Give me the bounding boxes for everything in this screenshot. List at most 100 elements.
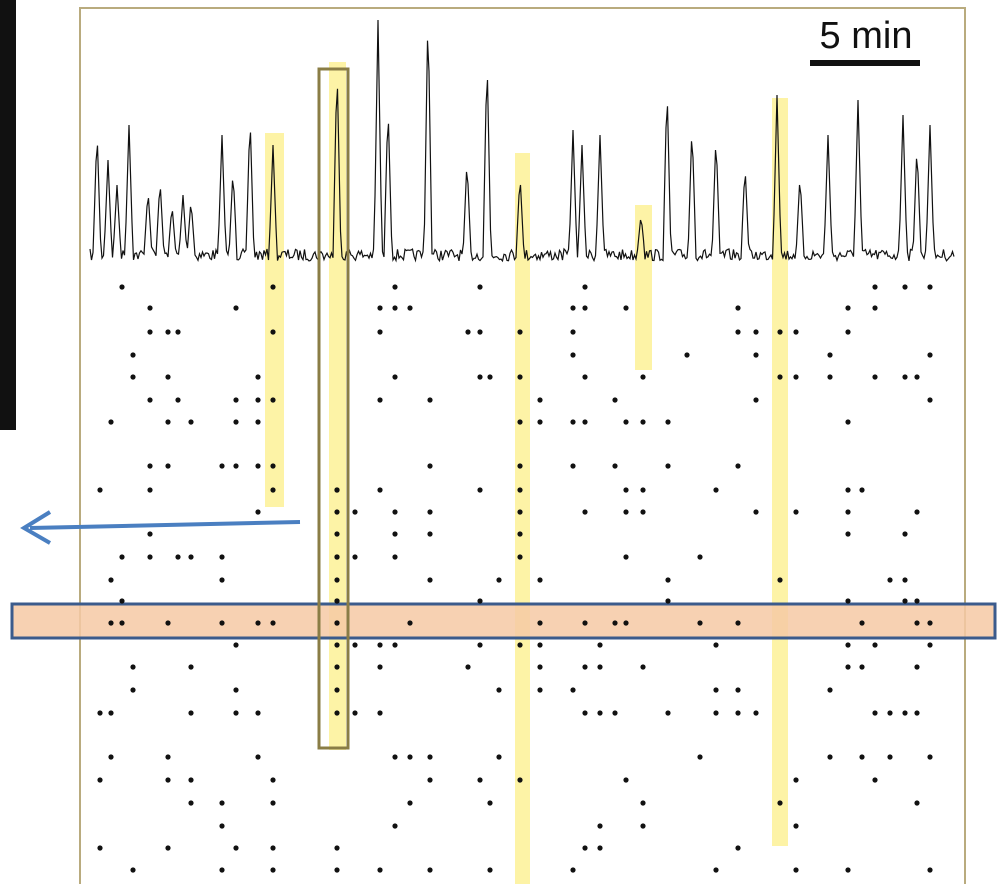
- event-dot: [582, 509, 587, 514]
- event-dot: [219, 620, 224, 625]
- event-dot: [793, 374, 798, 379]
- event-dot: [352, 554, 357, 559]
- event-dot: [270, 777, 275, 782]
- event-dot: [697, 620, 702, 625]
- event-dot: [352, 642, 357, 647]
- event-dot: [427, 577, 432, 582]
- event-dot: [582, 620, 587, 625]
- event-dot: [270, 845, 275, 850]
- event-dot: [612, 397, 617, 402]
- event-dot: [570, 687, 575, 692]
- event-dot: [147, 329, 152, 334]
- event-dot: [255, 463, 260, 468]
- event-dot: [927, 620, 932, 625]
- event-dot: [735, 687, 740, 692]
- event-dot: [697, 754, 702, 759]
- highlight-column: [515, 153, 530, 884]
- event-dot: [623, 554, 628, 559]
- event-dot: [392, 531, 397, 536]
- event-dot: [872, 710, 877, 715]
- event-dot: [927, 754, 932, 759]
- event-dot: [377, 710, 382, 715]
- event-dot: [777, 329, 782, 334]
- event-dot: [927, 867, 932, 872]
- event-dot: [735, 710, 740, 715]
- event-dot: [845, 509, 850, 514]
- event-dot: [582, 664, 587, 669]
- event-dot: [377, 397, 382, 402]
- event-dot: [477, 284, 482, 289]
- event-dot: [570, 867, 575, 872]
- event-dot: [793, 823, 798, 828]
- event-dot: [188, 710, 193, 715]
- event-dot: [845, 642, 850, 647]
- event-dot: [845, 487, 850, 492]
- event-dot: [517, 509, 522, 514]
- event-dot: [777, 577, 782, 582]
- highlight-column: [635, 205, 652, 370]
- event-dot: [352, 509, 357, 514]
- event-dot: [597, 845, 602, 850]
- event-dot: [119, 284, 124, 289]
- event-dot: [640, 823, 645, 828]
- event-dot: [119, 554, 124, 559]
- event-dot: [597, 823, 602, 828]
- event-dot: [165, 419, 170, 424]
- event-dot: [147, 487, 152, 492]
- event-dot: [902, 531, 907, 536]
- event-dot: [477, 374, 482, 379]
- event-dot: [487, 867, 492, 872]
- event-dot: [427, 397, 432, 402]
- event-dot: [537, 687, 542, 692]
- event-dot: [872, 305, 877, 310]
- event-dot: [753, 329, 758, 334]
- event-dot: [377, 305, 382, 310]
- event-dot: [255, 397, 260, 402]
- event-dot: [334, 867, 339, 872]
- event-dot: [407, 305, 412, 310]
- event-dot: [377, 329, 382, 334]
- event-dot: [407, 620, 412, 625]
- event-dot: [827, 374, 832, 379]
- event-dot: [713, 687, 718, 692]
- event-dot: [130, 374, 135, 379]
- event-dot: [270, 620, 275, 625]
- event-dot: [427, 867, 432, 872]
- event-dot: [623, 620, 628, 625]
- event-dot: [255, 419, 260, 424]
- event-dot: [477, 487, 482, 492]
- event-dot: [334, 598, 339, 603]
- event-dot: [270, 867, 275, 872]
- event-dot: [108, 577, 113, 582]
- event-dot: [640, 664, 645, 669]
- event-dot: [496, 754, 501, 759]
- event-dot: [640, 487, 645, 492]
- event-dot: [537, 642, 542, 647]
- event-dot: [914, 509, 919, 514]
- event-dot: [175, 329, 180, 334]
- event-dot: [188, 554, 193, 559]
- event-dot: [914, 374, 919, 379]
- event-dot: [255, 754, 260, 759]
- event-dot: [165, 845, 170, 850]
- event-dot: [219, 867, 224, 872]
- event-dot: [582, 305, 587, 310]
- event-dot: [188, 777, 193, 782]
- event-dot: [407, 754, 412, 759]
- event-dot: [165, 620, 170, 625]
- event-dot: [612, 710, 617, 715]
- event-dot: [334, 710, 339, 715]
- event-dot: [623, 509, 628, 514]
- event-dot: [270, 284, 275, 289]
- event-dot: [735, 620, 740, 625]
- event-dot: [735, 329, 740, 334]
- event-dot: [623, 305, 628, 310]
- event-dot: [845, 419, 850, 424]
- event-dot: [147, 463, 152, 468]
- event-dot: [887, 754, 892, 759]
- event-dot: [914, 664, 919, 669]
- event-dot: [175, 397, 180, 402]
- event-dot: [517, 463, 522, 468]
- event-dot: [147, 305, 152, 310]
- event-dot: [713, 642, 718, 647]
